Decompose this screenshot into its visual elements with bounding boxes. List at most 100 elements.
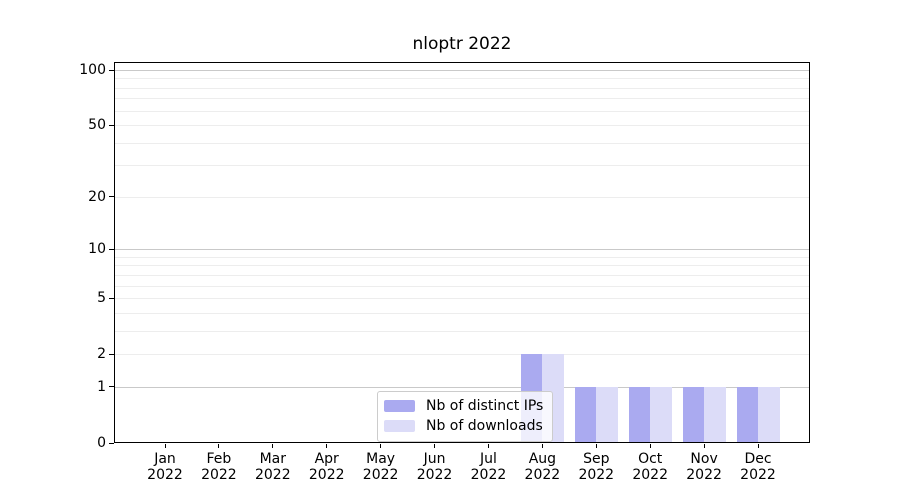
y-tick	[109, 124, 114, 126]
gridline-40	[115, 142, 809, 144]
x-tick-label-line: 2022	[201, 467, 237, 483]
legend: Nb of distinct IPs Nb of downloads	[377, 391, 554, 442]
bar-dec-downloads	[758, 386, 780, 442]
y-tick	[109, 386, 114, 388]
x-tick-label-line: 2022	[578, 467, 615, 483]
x-tick-label: Aug 2022	[512, 451, 572, 483]
y-tick	[109, 196, 114, 198]
legend-swatch-distinct-ips	[384, 400, 415, 412]
x-tick-label: Sep 2022	[566, 451, 626, 483]
x-tick	[434, 444, 436, 448]
x-tick-label: Jun 2022	[405, 451, 465, 483]
x-tick-label-line: Jul	[480, 451, 497, 467]
gridline-7	[115, 274, 809, 276]
gridline-2	[115, 354, 809, 356]
x-tick-label: Jan 2022	[135, 451, 195, 483]
y-tick-label: 0	[97, 435, 106, 451]
x-tick-label-line: Jun	[423, 451, 446, 467]
gridline-60	[115, 110, 809, 112]
gridline-90	[115, 78, 809, 80]
y-tick	[109, 248, 114, 250]
y-tick	[109, 442, 114, 444]
bar-oct-downloads	[650, 386, 672, 442]
x-tick-label-line: Oct	[638, 451, 663, 467]
plot-area	[114, 62, 810, 443]
x-tick	[218, 444, 220, 448]
x-tick	[595, 444, 597, 448]
gridline-3	[115, 330, 809, 332]
x-tick-label-line: 2022	[470, 467, 507, 483]
x-tick-label-line: Dec	[744, 451, 772, 467]
x-tick-label-line: Jan	[154, 451, 176, 467]
legend-item-distinct-ips: Nb of distinct IPs	[384, 396, 543, 416]
gridline-10	[115, 249, 809, 251]
y-tick-label: 2	[97, 346, 106, 363]
gridline-30	[115, 165, 809, 167]
gridline-8	[115, 265, 809, 267]
y-tick-label: 1	[97, 378, 106, 395]
x-tick-label-line: May	[366, 451, 396, 467]
x-tick-label: Nov 2022	[674, 451, 734, 483]
x-tick-label: Dec 2022	[728, 451, 788, 483]
x-tick-label: Jul 2022	[458, 451, 518, 483]
y-tick-label: 100	[79, 62, 106, 78]
x-tick	[380, 444, 382, 448]
y-tick-label: 10	[88, 241, 106, 258]
gridline-5	[115, 298, 809, 300]
x-tick-label-line: Aug	[528, 451, 557, 467]
gridline-4	[115, 312, 809, 314]
x-tick	[703, 444, 705, 448]
x-tick	[649, 444, 651, 448]
y-tick-label: 20	[88, 188, 106, 205]
x-tick	[541, 444, 543, 448]
x-tick-label-line: Feb	[206, 451, 232, 467]
x-tick-label-line: Mar	[259, 451, 287, 467]
x-tick-label-line: 2022	[308, 467, 345, 483]
x-tick	[326, 444, 328, 448]
gridline-80	[115, 87, 809, 89]
y-tick-label: 5	[97, 290, 106, 307]
x-tick-label: Mar 2022	[243, 451, 303, 483]
y-tick	[109, 353, 114, 355]
gridline-1	[115, 386, 809, 388]
x-tick	[272, 444, 274, 448]
y-tick	[109, 69, 114, 71]
x-tick	[757, 444, 759, 448]
y-tick-label: 50	[88, 117, 106, 134]
x-tick-label-line: 2022	[740, 467, 776, 483]
x-tick-label-line: 2022	[632, 467, 668, 483]
legend-label: Nb of distinct IPs	[426, 398, 544, 414]
x-tick-label: Feb 2022	[189, 451, 249, 483]
x-tick-label-line: 2022	[362, 467, 399, 483]
x-tick-label: Oct 2022	[620, 451, 680, 483]
x-tick-label: Apr 2022	[297, 451, 357, 483]
x-tick-label-line: 2022	[147, 467, 183, 483]
legend-swatch-downloads	[384, 420, 415, 432]
x-tick-label-line: 2022	[524, 467, 561, 483]
bar-nov-downloads	[704, 386, 726, 442]
x-tick-label-line: 2022	[686, 467, 722, 483]
x-tick-label-line: Nov	[690, 451, 718, 467]
gridline-70	[115, 98, 809, 100]
bar-sep-distinct-ips	[574, 386, 597, 442]
x-tick	[487, 444, 489, 448]
x-tick	[164, 444, 166, 448]
bar-dec-distinct-ips	[736, 386, 758, 442]
x-tick-label-line: Sep	[583, 451, 610, 467]
x-tick-label-line: Apr	[314, 451, 339, 467]
bar-sep-downloads	[596, 386, 618, 442]
gridline-20	[115, 196, 809, 198]
bar-oct-distinct-ips	[628, 386, 651, 442]
gridline-9	[115, 256, 809, 258]
y-tick	[109, 297, 114, 299]
x-tick-label-line: 2022	[416, 467, 453, 483]
bar-nov-distinct-ips	[682, 386, 705, 442]
chart-title: nloptr 2022	[412, 34, 512, 54]
gridline-50	[115, 125, 809, 127]
legend-item-downloads: Nb of downloads	[384, 416, 543, 436]
x-tick-label: May 2022	[351, 451, 411, 483]
legend-label: Nb of downloads	[426, 418, 543, 434]
gridline-100	[115, 70, 809, 71]
x-tick-label-line: 2022	[254, 467, 291, 483]
